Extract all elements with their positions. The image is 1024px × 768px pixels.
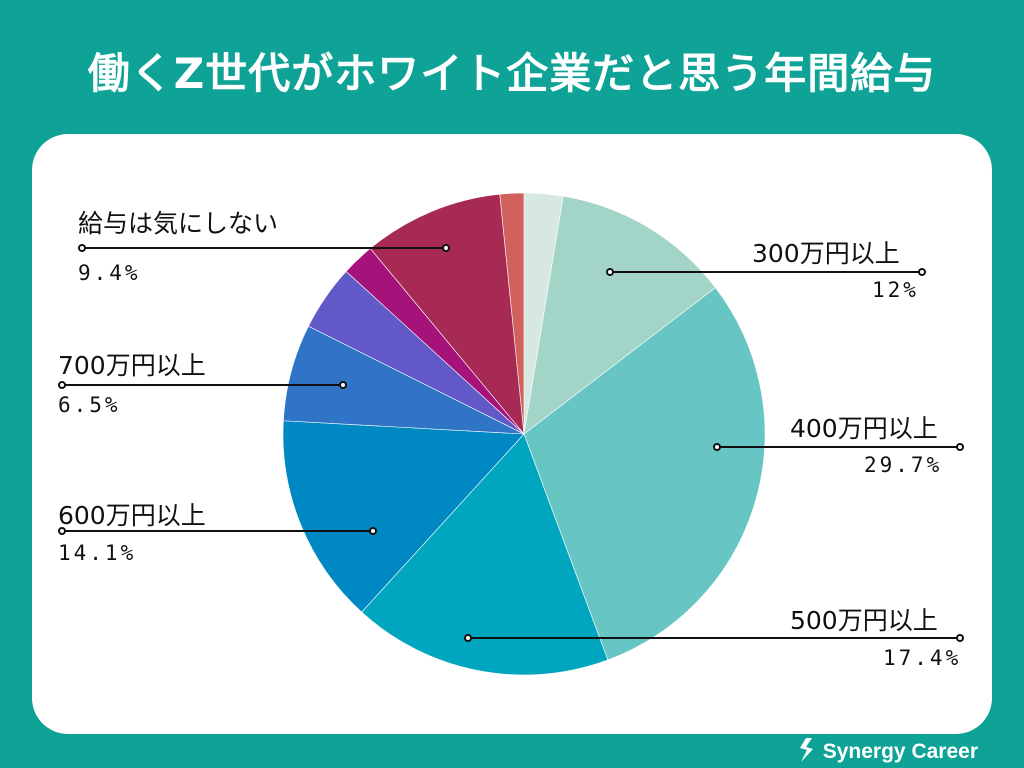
leader-dot-5-inner bbox=[339, 381, 347, 389]
slice-percent-600: 14.1% bbox=[58, 541, 137, 565]
brand-text: Synergy Career bbox=[822, 740, 978, 763]
slice-percent-500: 17.4% bbox=[883, 646, 962, 670]
slice-percent-nocare: 9.4% bbox=[78, 261, 141, 285]
slice-label-500: 500万円以上 bbox=[790, 606, 938, 635]
slice-percent-700: 6.5% bbox=[58, 393, 121, 417]
slice-percent-400: 29.7% bbox=[864, 453, 943, 477]
slice-label-600: 600万円以上 bbox=[58, 501, 206, 530]
leader-dot-5-outer bbox=[58, 381, 66, 389]
slice-label-700: 700万円以上 bbox=[58, 351, 206, 380]
slice-label-300: 300万円以上 bbox=[752, 239, 900, 268]
slice-label-400: 400万円以上 bbox=[790, 414, 938, 443]
leader-dot-4-outer bbox=[58, 527, 66, 535]
leader-dot-8-inner bbox=[442, 244, 450, 252]
leader-dot-1-outer bbox=[918, 268, 926, 276]
pie-slice-9 bbox=[499, 192, 525, 435]
pie-slice-2 bbox=[523, 287, 766, 661]
pie-slice-1 bbox=[523, 195, 716, 435]
leader-dot-3-outer bbox=[956, 634, 964, 642]
leader-dot-1-inner bbox=[606, 268, 614, 276]
leader-dot-8-outer bbox=[78, 244, 86, 252]
synergy-logo-icon bbox=[799, 738, 813, 762]
leader-dot-2-outer bbox=[956, 443, 964, 451]
pie-slice-3 bbox=[361, 433, 609, 676]
brand-logo: Synergy Career bbox=[797, 738, 978, 766]
slice-label-nocare: 給与は気にしない bbox=[78, 209, 279, 238]
chart-title: 働くZ世代がホワイト企業だと思う年間給与 bbox=[87, 49, 937, 98]
pie-slice-4 bbox=[282, 420, 525, 613]
pie-slice-8 bbox=[369, 193, 525, 435]
leader-dot-4-inner bbox=[369, 527, 377, 535]
slice-percent-300: 12% bbox=[872, 278, 919, 302]
leader-dot-2-inner bbox=[713, 443, 721, 451]
leader-dot-3-inner bbox=[464, 634, 472, 642]
